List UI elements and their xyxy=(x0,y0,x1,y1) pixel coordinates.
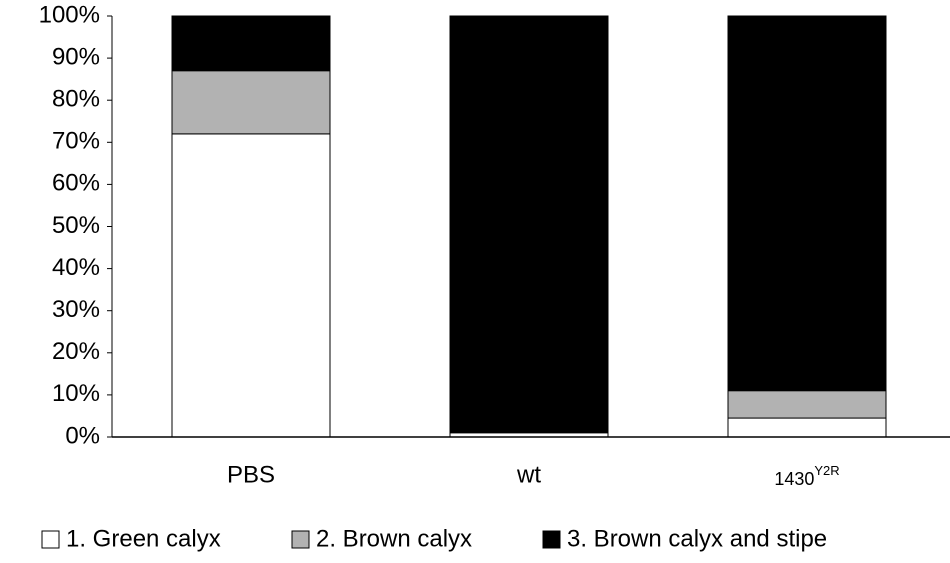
bar-segment xyxy=(727,390,887,419)
bar-segment xyxy=(727,417,887,438)
y-tick-label: 90% xyxy=(52,43,100,70)
y-tick-label: 0% xyxy=(65,422,100,449)
x-tick-label-base: 1430 xyxy=(774,469,814,489)
y-tick-label: 40% xyxy=(52,254,100,281)
legend-swatch xyxy=(291,530,310,549)
bar-segment xyxy=(727,15,887,392)
y-tick-label: 50% xyxy=(52,212,100,239)
y-tick-label: 100% xyxy=(39,1,100,28)
x-tick-label-superscript: Y2R xyxy=(814,463,839,478)
legend-swatch xyxy=(542,530,561,549)
legend-label: 1. Green calyx xyxy=(66,525,221,552)
legend-label: 3. Brown calyx and stipe xyxy=(567,525,827,552)
y-tick-label: 20% xyxy=(52,338,100,365)
bar-segment xyxy=(449,15,609,434)
y-tick-label: 60% xyxy=(52,170,100,197)
bar-segment xyxy=(171,15,331,72)
bar-segment xyxy=(171,70,331,135)
bar-segment xyxy=(171,133,331,438)
x-tick-label: PBS xyxy=(227,461,275,488)
x-tick-label: wt xyxy=(516,461,541,488)
y-tick-label: 10% xyxy=(52,380,100,407)
y-tick-label: 30% xyxy=(52,296,100,323)
legend-label: 2. Brown calyx xyxy=(316,525,472,552)
x-tick-label: 1430Y2R xyxy=(774,463,839,488)
legend-swatch xyxy=(41,530,60,549)
y-tick-label: 80% xyxy=(52,86,100,113)
y-tick-label: 70% xyxy=(52,128,100,155)
